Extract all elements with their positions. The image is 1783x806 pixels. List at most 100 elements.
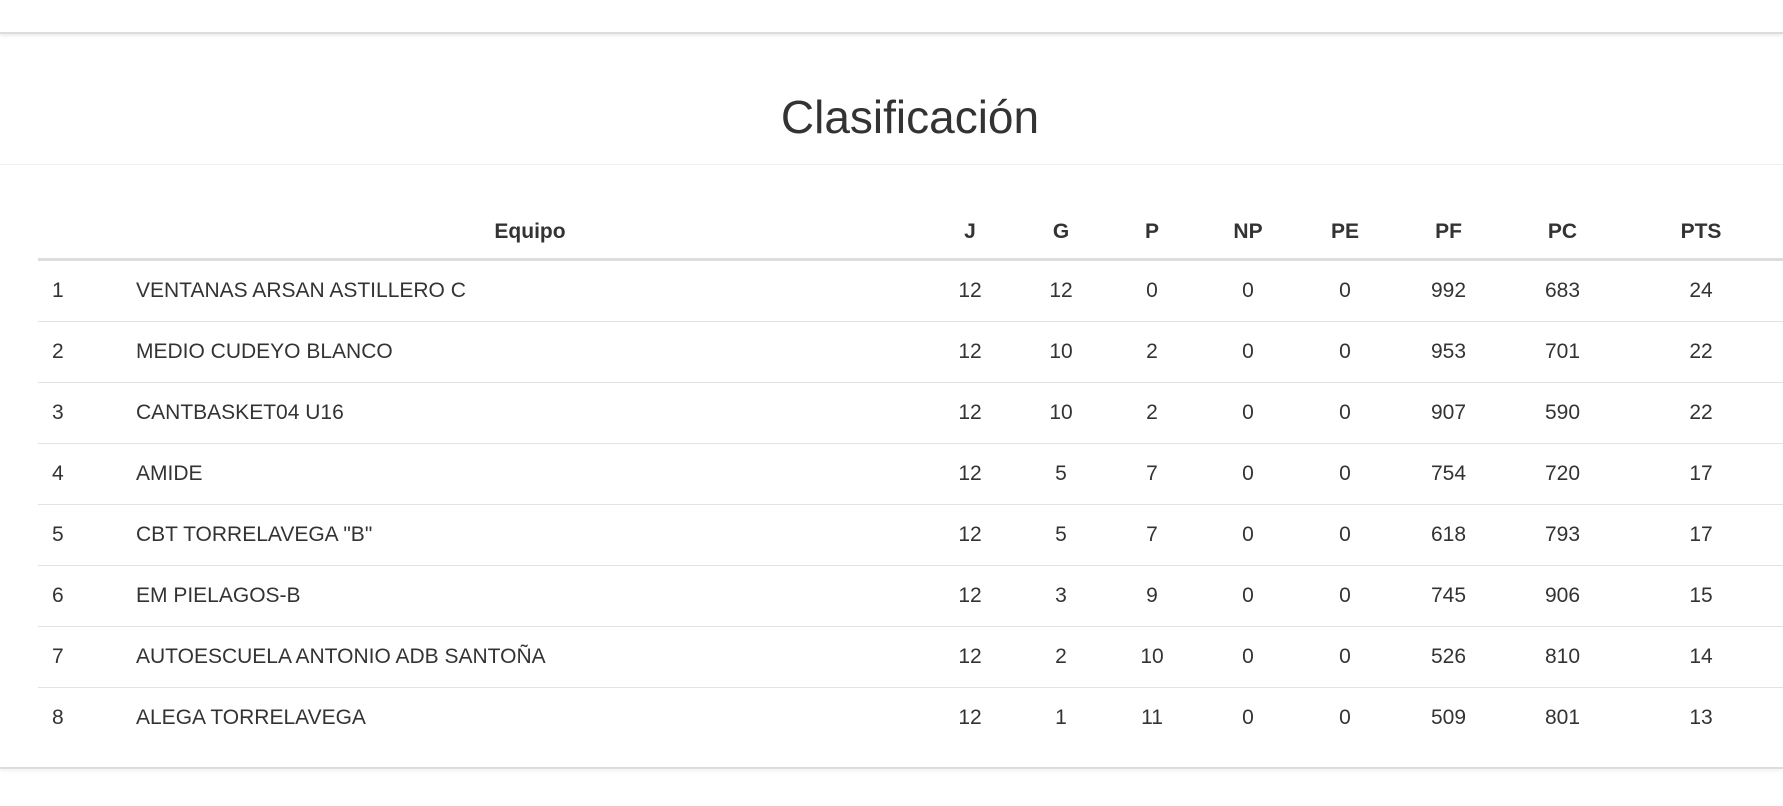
cell-won: 12 [1015, 259, 1107, 322]
cell-rank: 6 [38, 565, 135, 627]
cell-team: CBT TORRELAVEGA "B" [135, 504, 925, 566]
table-row: 6 EM PIELAGOS-B 12 3 9 0 0 745 906 15 [38, 565, 1783, 627]
cell-not-played: 0 [1197, 259, 1299, 322]
cell-lost: 7 [1107, 443, 1197, 505]
cell-points: 22 [1619, 321, 1783, 383]
column-header-points: PTS [1619, 206, 1783, 261]
cell-team: CANTBASKET04 U16 [135, 382, 925, 444]
cell-points: 13 [1689, 706, 1713, 729]
cell-points-for: 907 [1391, 382, 1506, 444]
cell-won: 10 [1015, 321, 1107, 383]
cell-played: 12 [925, 565, 1015, 627]
cell-rank: 1 [38, 259, 135, 322]
column-header-team: Equipo [135, 206, 925, 261]
cell-points-against: 793 [1506, 504, 1619, 566]
cell-points: 17 [1619, 443, 1783, 505]
cell-won: 5 [1015, 443, 1107, 505]
cell-pe: 0 [1299, 321, 1391, 383]
cell-team: MEDIO CUDEYO BLANCO [135, 321, 925, 383]
cell-points-against: 906 [1506, 565, 1619, 627]
column-header-won: G [1015, 206, 1107, 261]
column-header-rank [38, 206, 135, 261]
cell-played: 12 [925, 382, 1015, 444]
cell-lost: 2 [1107, 382, 1197, 444]
cell-pe: 0 [1299, 565, 1391, 627]
cell-points: 24 [1619, 259, 1783, 322]
cell-rank: 5 [38, 504, 135, 566]
column-header-pe: PE [1299, 206, 1391, 261]
cell-lost: 10 [1107, 626, 1197, 688]
cell-played: 12 [925, 259, 1015, 322]
cell-won: 10 [1015, 382, 1107, 444]
cell-not-played: 0 [1197, 382, 1299, 444]
table-row: 8 ALEGA TORRELAVEGA 12 1 11 0 0 509 801 13 [38, 688, 1783, 749]
cell-points-for: 509 [1430, 706, 1467, 729]
cell-points-against: 701 [1506, 321, 1619, 383]
cell-points-for: 754 [1391, 443, 1506, 505]
standings-table: Equipo J G P NP PE PF PC PTS 1 VENTANAS ARSAN AST… [38, 206, 1783, 748]
cell-lost: 7 [1107, 504, 1197, 566]
cell-won: 2 [1015, 626, 1107, 688]
cell-played: 12 [958, 706, 982, 729]
table-header-row: Equipo J G P NP PE PF PC PTS [38, 206, 1783, 261]
table-row: 1 VENTANAS ARSAN ASTILLERO C 12 12 0 0 0 992 683… [38, 259, 1783, 322]
table-row: 7 AUTOESCUELA ANTONIO ADB SANTOÑA 12 2 10 0 0 5… [38, 626, 1783, 688]
cell-not-played: 0 [1197, 504, 1299, 566]
table-row: 5 CBT TORRELAVEGA "B" 12 5 7 0 0 618 793 17 [38, 504, 1783, 566]
cell-points-for: 618 [1391, 504, 1506, 566]
table-row: 4 AMIDE 12 5 7 0 0 754 720 17 [38, 443, 1783, 505]
cell-lost: 11 [1141, 706, 1163, 729]
cell-team: VENTANAS ARSAN ASTILLERO C [135, 259, 925, 322]
cell-not-played: 0 [1242, 706, 1254, 729]
cell-team: EM PIELAGOS-B [135, 565, 925, 627]
cell-played: 12 [925, 626, 1015, 688]
cell-won: 1 [1055, 706, 1067, 729]
cell-pe: 0 [1299, 382, 1391, 444]
column-header-played: J [925, 206, 1015, 261]
cell-won: 5 [1015, 504, 1107, 566]
cell-pe: 0 [1299, 443, 1391, 505]
column-header-points-for: PF [1391, 206, 1506, 261]
cell-rank: 7 [38, 626, 135, 688]
cell-not-played: 0 [1197, 626, 1299, 688]
cell-points-against: 801 [1544, 706, 1581, 729]
column-header-lost: P [1107, 206, 1197, 261]
bottom-divider [0, 767, 1783, 769]
cell-rank: 4 [38, 443, 135, 505]
cell-rank: 2 [38, 321, 135, 383]
cell-points-for: 992 [1391, 259, 1506, 322]
cell-not-played: 0 [1197, 565, 1299, 627]
cell-points-for: 745 [1391, 565, 1506, 627]
cell-points-against: 810 [1506, 626, 1619, 688]
cell-points: 22 [1619, 382, 1783, 444]
cell-points-against: 590 [1506, 382, 1619, 444]
cell-pe: 0 [1299, 626, 1391, 688]
page-title: Clasificación [780, 91, 1040, 143]
cell-points-for: 953 [1391, 321, 1506, 383]
cell-points-against: 683 [1506, 259, 1619, 322]
cell-lost: 9 [1107, 565, 1197, 627]
cell-rank: 3 [38, 382, 135, 444]
cell-not-played: 0 [1197, 321, 1299, 383]
cell-team: AUTOESCUELA ANTONIO ADB SANTOÑA [135, 626, 925, 688]
table-row: 2 MEDIO CUDEYO BLANCO 12 10 2 0 0 953 701 22 [38, 321, 1783, 383]
cell-points: 17 [1619, 504, 1783, 566]
top-bar [0, 0, 1783, 34]
cell-played: 12 [925, 504, 1015, 566]
cell-points: 15 [1619, 565, 1783, 627]
cell-points-for: 526 [1391, 626, 1506, 688]
cell-played: 12 [925, 443, 1015, 505]
column-header-points-against: PC [1506, 206, 1619, 261]
cell-team: AMIDE [135, 443, 925, 505]
cell-not-played: 0 [1197, 443, 1299, 505]
cell-points-against: 720 [1506, 443, 1619, 505]
divider [0, 164, 1783, 165]
column-header-not-played: NP [1197, 206, 1299, 261]
cell-lost: 2 [1107, 321, 1197, 383]
cell-played: 12 [925, 321, 1015, 383]
cell-team: ALEGA TORRELAVEGA [136, 706, 366, 729]
cell-rank: 8 [52, 706, 64, 729]
cell-won: 3 [1015, 565, 1107, 627]
table-row: 3 CANTBASKET04 U16 12 10 2 0 0 907 590 22 [38, 382, 1783, 444]
cell-points: 14 [1619, 626, 1783, 688]
